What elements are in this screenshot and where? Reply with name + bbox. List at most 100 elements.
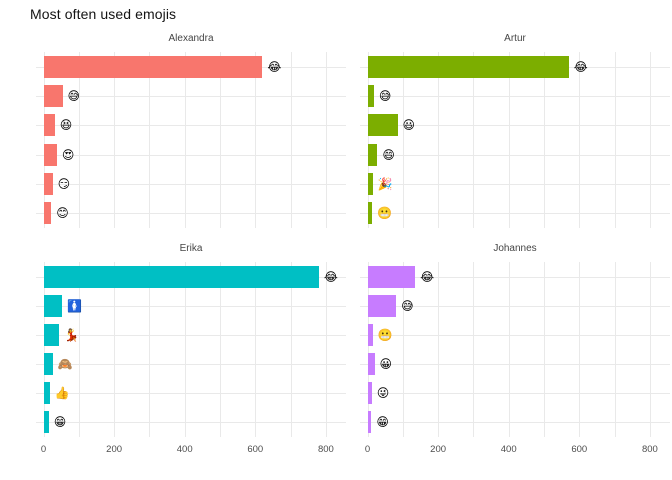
y-gridline (36, 125, 346, 127)
face-with-tears-of-joy-emoji: 😂 (323, 269, 338, 284)
bar-alexandra-smiling-face-with-smiling-eyes-emoji (43, 202, 52, 225)
x-gridline (290, 52, 292, 228)
x-gridline (438, 262, 440, 437)
y-gridline (36, 393, 346, 395)
bar-row: 😂 (36, 52, 346, 81)
y-gridline (360, 154, 670, 156)
grinning-face-emoji: 😀 (379, 357, 393, 372)
facet-panel-alexandra: 😂 😅 😆 😍 😏 😊 (36, 52, 346, 228)
bar-row: 😬 (360, 320, 670, 349)
x-gridline (614, 262, 616, 437)
facet-panel-johannes: 😂 😅 😬 😀 😜 😁 (360, 262, 670, 437)
bar-erika-thumbs-up-emoji (43, 382, 50, 405)
bar-row: 😊 (36, 199, 346, 228)
y-gridline (36, 183, 346, 185)
bar-row: 😅 (360, 291, 670, 320)
y-gridline (360, 276, 670, 278)
bar-row: 😄 (360, 140, 670, 169)
bar-johannes-beaming-face-with-smiling-eyes-emoji (367, 411, 372, 434)
x-gridline (114, 52, 116, 228)
x-gridline (649, 262, 651, 437)
bar-artur-face-with-tears-of-joy-emoji (367, 55, 569, 78)
bar-erika-woman-dancing-emoji (43, 323, 60, 346)
y-gridline (36, 95, 346, 97)
x-axis-tick-label: 200 (430, 444, 447, 455)
x-gridline (290, 262, 292, 437)
y-gridline (360, 334, 670, 336)
x-gridline (544, 262, 545, 437)
bar-alexandra-smirking-face-emoji (43, 172, 53, 195)
x-axis-tick-label: 400 (500, 444, 517, 455)
beaming-face-with-smiling-eyes-emoji: 😁 (376, 415, 389, 430)
bar-erika-womens-room-emoji (43, 294, 63, 317)
grinning-squinting-face-emoji: 😆 (59, 118, 73, 133)
smiling-face-with-heart-eyes-emoji: 😍 (61, 147, 75, 162)
x-gridline (220, 52, 221, 228)
x-gridline (149, 52, 151, 228)
bar-row: 😆 (36, 111, 346, 140)
bar-johannes-grinning-face-emoji (367, 353, 375, 376)
x-gridline (402, 262, 404, 437)
y-gridline (360, 213, 670, 215)
face-with-tears-of-joy-emoji: 😂 (420, 269, 435, 284)
x-gridline (184, 52, 186, 228)
y-gridline (36, 213, 346, 215)
x-gridline (579, 52, 581, 228)
grimacing-face-emoji: 😬 (377, 327, 393, 342)
bar-row: 🎉 (360, 169, 670, 198)
bar-artur-grimacing-face-emoji (367, 202, 373, 225)
grinning-face-with-sweat-emoji: 😅 (378, 88, 392, 103)
winking-face-with-tongue-emoji: 😜 (376, 386, 390, 401)
smiling-face-with-smiling-eyes-emoji: 😊 (56, 206, 69, 221)
bar-johannes-face-with-tears-of-joy-emoji (367, 265, 416, 288)
x-gridline (184, 262, 186, 437)
x-gridline (367, 262, 369, 437)
x-axis-tick-label: 0 (40, 444, 47, 455)
facet-title-erika: Erika (179, 243, 203, 254)
y-gridline (36, 364, 346, 366)
x-gridline (438, 52, 440, 228)
bar-artur-party-popper-emoji (367, 172, 373, 195)
x-gridline (325, 52, 327, 228)
bar-alexandra-grinning-face-with-sweat-emoji (43, 84, 63, 107)
bar-row: 👍 (36, 379, 346, 408)
beaming-face-with-smiling-eyes-emoji: 😁 (53, 415, 67, 430)
bar-erika-see-no-evil-monkey-emoji (43, 353, 53, 376)
bar-artur-grinning-face-with-smiling-eyes-emoji (367, 143, 378, 166)
bar-row: 😁 (360, 408, 670, 437)
bar-row: 😀 (360, 350, 670, 379)
x-gridline (255, 52, 257, 228)
x-axis-tick-label: 600 (247, 444, 264, 455)
x-gridline (614, 52, 616, 228)
x-gridline (220, 262, 221, 437)
bar-row: 😬 (360, 199, 670, 228)
y-gridline (36, 154, 346, 156)
woman-dancing-emoji: 💃 (64, 327, 80, 342)
see-no-evil-monkey-emoji: 🙈 (57, 357, 73, 372)
thumbs-up-emoji: 👍 (54, 386, 70, 401)
x-gridline (508, 52, 510, 228)
bar-row: 😂 (360, 262, 670, 291)
y-gridline (360, 422, 670, 424)
y-gridline (360, 183, 670, 185)
x-gridline (255, 262, 257, 437)
womens-room-emoji: 🚺 (67, 298, 83, 313)
x-axis-tick-label: 400 (176, 444, 193, 455)
facet-title-johannes: Johannes (493, 243, 537, 254)
bar-johannes-grinning-face-with-sweat-emoji (367, 294, 397, 317)
bar-row: 🚺 (36, 291, 346, 320)
bar-johannes-grimacing-face-emoji (367, 323, 373, 346)
x-gridline (325, 262, 327, 437)
y-gridline (360, 305, 670, 307)
x-gridline (473, 262, 475, 437)
x-gridline (149, 262, 151, 437)
bar-row: 😂 (360, 52, 670, 81)
y-gridline (360, 393, 670, 395)
x-gridline (114, 262, 116, 437)
x-axis-tick-label: 200 (106, 444, 123, 455)
y-gridline (360, 125, 670, 127)
bar-artur-grinning-face-with-sweat-emoji (367, 84, 374, 107)
facet-panel-artur: 😂 😅 😃 😄 🎉 😬 (360, 52, 670, 228)
grinning-face-with-big-eyes-emoji: 😃 (402, 118, 416, 133)
